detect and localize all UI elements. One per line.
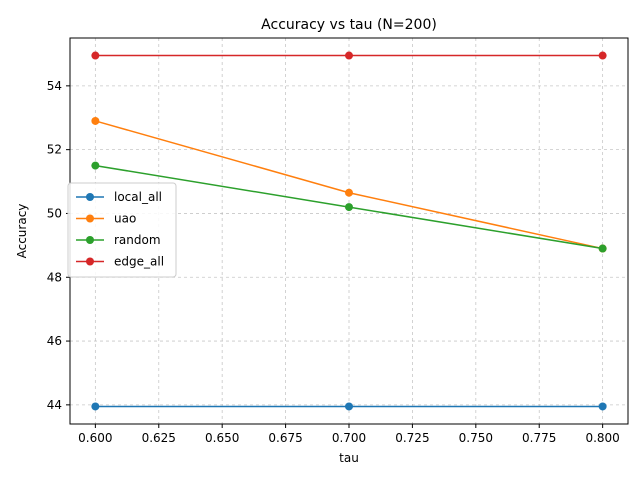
y-axis-label: Accuracy xyxy=(15,204,29,259)
data-point xyxy=(598,244,607,253)
y-tick-label: 50 xyxy=(47,206,62,220)
series-random xyxy=(91,161,607,253)
data-point xyxy=(345,188,353,197)
x-tick-label: 0.750 xyxy=(459,431,493,445)
x-tick-label: 0.675 xyxy=(268,431,302,445)
data-point xyxy=(91,161,100,170)
series-layer xyxy=(91,51,607,411)
legend-entry: edge_all xyxy=(76,255,164,269)
series-local-all xyxy=(91,402,607,411)
data-point xyxy=(91,402,100,411)
series-edge-all xyxy=(91,51,607,60)
x-tick-label: 0.800 xyxy=(585,431,619,445)
x-axis-label: tau xyxy=(339,451,359,465)
legend-entry: local_all xyxy=(76,190,162,204)
legend-label: random xyxy=(114,233,161,247)
y-tick-label: 44 xyxy=(47,398,62,412)
legend-label: local_all xyxy=(114,190,162,204)
legend-entry: uao xyxy=(76,212,136,226)
y-axis-ticks: 44 46 48 50 52 54 xyxy=(47,79,70,412)
x-tick-label: 0.600 xyxy=(78,431,112,445)
legend-marker xyxy=(86,193,94,201)
x-tick-label: 0.700 xyxy=(332,431,366,445)
x-tick-label: 0.775 xyxy=(522,431,556,445)
data-point xyxy=(598,402,607,411)
data-point xyxy=(345,203,353,212)
y-tick-label: 52 xyxy=(47,143,62,157)
legend-marker xyxy=(86,236,94,244)
data-point xyxy=(345,51,353,60)
data-point xyxy=(598,51,607,60)
x-tick-label: 0.625 xyxy=(142,431,176,445)
x-tick-label: 0.725 xyxy=(395,431,429,445)
legend-box xyxy=(67,182,177,278)
data-point xyxy=(91,51,100,60)
legend-label: edge_all xyxy=(114,255,164,269)
y-tick-label: 46 xyxy=(47,334,62,348)
x-axis-ticks: 0.600 0.625 0.650 0.675 0.700 0.725 0.750 0.775… xyxy=(78,424,620,445)
legend-entry: random xyxy=(76,233,161,247)
legend-marker xyxy=(86,214,94,223)
legend-marker xyxy=(86,257,94,266)
data-point xyxy=(345,402,353,411)
y-tick-label: 48 xyxy=(47,270,62,284)
legend-label: uao xyxy=(114,212,136,226)
x-tick-label: 0.650 xyxy=(205,431,239,445)
y-tick-label: 54 xyxy=(47,79,62,93)
data-point xyxy=(91,116,100,125)
chart-title: Accuracy vs tau (N=200) xyxy=(261,17,437,33)
